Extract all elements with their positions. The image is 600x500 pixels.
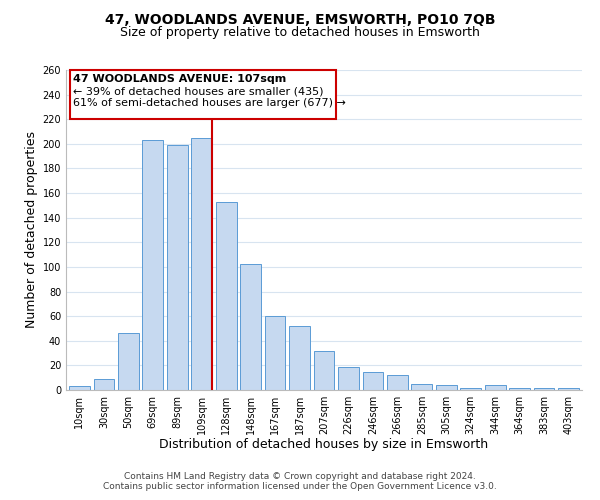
Bar	[240, 264, 261, 390]
Y-axis label: Number of detached properties: Number of detached properties	[25, 132, 38, 328]
Text: 61% of semi-detached houses are larger (677) →: 61% of semi-detached houses are larger (…	[73, 98, 346, 108]
Bar	[216, 202, 236, 390]
Text: Contains HM Land Registry data © Crown copyright and database right 2024.: Contains HM Land Registry data © Crown c…	[124, 472, 476, 481]
Bar	[118, 334, 139, 390]
Bar	[94, 379, 114, 390]
Text: 47, WOODLANDS AVENUE, EMSWORTH, PO10 7QB: 47, WOODLANDS AVENUE, EMSWORTH, PO10 7QB	[105, 12, 495, 26]
Bar	[509, 388, 530, 390]
Bar	[412, 384, 432, 390]
Bar	[387, 375, 408, 390]
Bar	[70, 70, 336, 119]
Bar	[558, 388, 579, 390]
Bar	[362, 372, 383, 390]
Bar	[142, 140, 163, 390]
Text: Size of property relative to detached houses in Emsworth: Size of property relative to detached ho…	[120, 26, 480, 39]
Bar	[314, 350, 334, 390]
Bar	[460, 388, 481, 390]
Bar	[534, 388, 554, 390]
Text: 47 WOODLANDS AVENUE: 107sqm: 47 WOODLANDS AVENUE: 107sqm	[73, 74, 287, 84]
Bar	[485, 385, 506, 390]
X-axis label: Distribution of detached houses by size in Emsworth: Distribution of detached houses by size …	[160, 438, 488, 452]
Text: ← 39% of detached houses are smaller (435): ← 39% of detached houses are smaller (43…	[73, 86, 324, 96]
Bar	[191, 138, 212, 390]
Bar	[338, 366, 359, 390]
Bar	[436, 385, 457, 390]
Bar	[265, 316, 286, 390]
Text: Contains public sector information licensed under the Open Government Licence v3: Contains public sector information licen…	[103, 482, 497, 491]
Bar	[289, 326, 310, 390]
Bar	[167, 145, 188, 390]
Bar	[69, 386, 90, 390]
